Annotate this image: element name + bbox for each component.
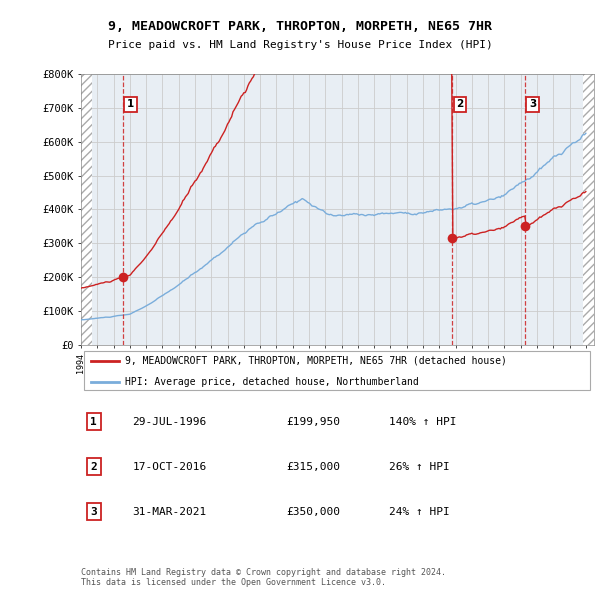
Bar — [81, 74, 92, 345]
Text: 9, MEADOWCROFT PARK, THROPTON, MORPETH, NE65 7HR (detached house): 9, MEADOWCROFT PARK, THROPTON, MORPETH, … — [125, 356, 506, 366]
FancyBboxPatch shape — [83, 352, 590, 390]
Text: 17-OCT-2016: 17-OCT-2016 — [133, 462, 206, 471]
Text: 1: 1 — [91, 417, 97, 427]
Text: £199,950: £199,950 — [286, 417, 340, 427]
Text: Contains HM Land Registry data © Crown copyright and database right 2024.
This d: Contains HM Land Registry data © Crown c… — [81, 568, 446, 587]
Text: 9, MEADOWCROFT PARK, THROPTON, MORPETH, NE65 7HR: 9, MEADOWCROFT PARK, THROPTON, MORPETH, … — [108, 20, 492, 33]
Text: 2: 2 — [456, 99, 463, 109]
Text: £350,000: £350,000 — [286, 507, 340, 517]
Bar — [583, 74, 594, 345]
Text: 29-JUL-1996: 29-JUL-1996 — [133, 417, 206, 427]
Text: 31-MAR-2021: 31-MAR-2021 — [133, 507, 206, 517]
Text: 3: 3 — [91, 507, 97, 517]
Text: 2: 2 — [91, 462, 97, 471]
Text: 24% ↑ HPI: 24% ↑ HPI — [389, 507, 449, 517]
Text: HPI: Average price, detached house, Northumberland: HPI: Average price, detached house, Nort… — [125, 376, 418, 386]
Text: £315,000: £315,000 — [286, 462, 340, 471]
Text: 3: 3 — [529, 99, 536, 109]
Text: 1: 1 — [127, 99, 134, 109]
Text: 140% ↑ HPI: 140% ↑ HPI — [389, 417, 457, 427]
Text: 26% ↑ HPI: 26% ↑ HPI — [389, 462, 449, 471]
Text: Price paid vs. HM Land Registry's House Price Index (HPI): Price paid vs. HM Land Registry's House … — [107, 40, 493, 50]
